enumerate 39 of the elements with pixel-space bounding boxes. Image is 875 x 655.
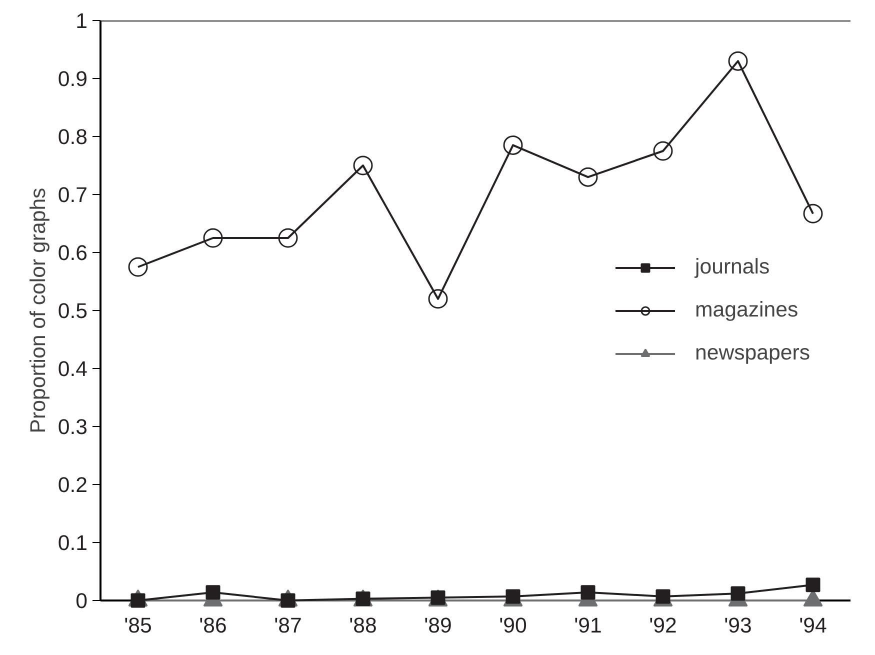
y-tick-label: 0.4 [58,357,88,381]
y-tick-label: 0.1 [58,531,88,555]
point [503,135,523,155]
point [578,167,598,187]
y-tick-label: 0.8 [58,125,88,149]
point [278,228,298,248]
x-tick-label: '85 [124,614,152,638]
point [428,289,448,309]
x-tick-label: '94 [799,614,828,638]
x-tick-label: '92 [649,614,677,638]
point [806,578,820,592]
x-tick-label: '87 [274,614,302,638]
y-tick-label: 0.2 [58,473,88,497]
legend-label: magazines [694,298,798,322]
legend-label: journals [694,254,770,280]
x-tick-label: '88 [349,614,377,638]
legend-label: newspapers [694,340,810,366]
point [128,257,148,277]
point [353,156,373,176]
point [653,141,673,161]
y-tick-label: 0.3 [58,415,88,439]
x-tick-label: '86 [199,614,227,638]
point [206,585,220,600]
y-tick-label: 0.9 [58,67,88,91]
y-tick-label: 0.5 [58,299,88,323]
y-tick-label: 1 [76,9,88,33]
x-tick-label: '89 [424,614,452,638]
y-tick-label: 0 [76,589,88,613]
point [803,204,823,224]
y-tick-label: 0.6 [58,241,88,265]
y-tick-label: 0.7 [58,183,88,207]
point [730,586,746,601]
point [728,51,748,71]
point [580,585,596,600]
x-tick-label: '91 [574,614,602,638]
x-tick-label: '93 [724,614,752,638]
x-tick-label: '90 [499,614,528,638]
y-axis-title: Proportion of color graphs [26,188,50,434]
point [203,228,223,248]
